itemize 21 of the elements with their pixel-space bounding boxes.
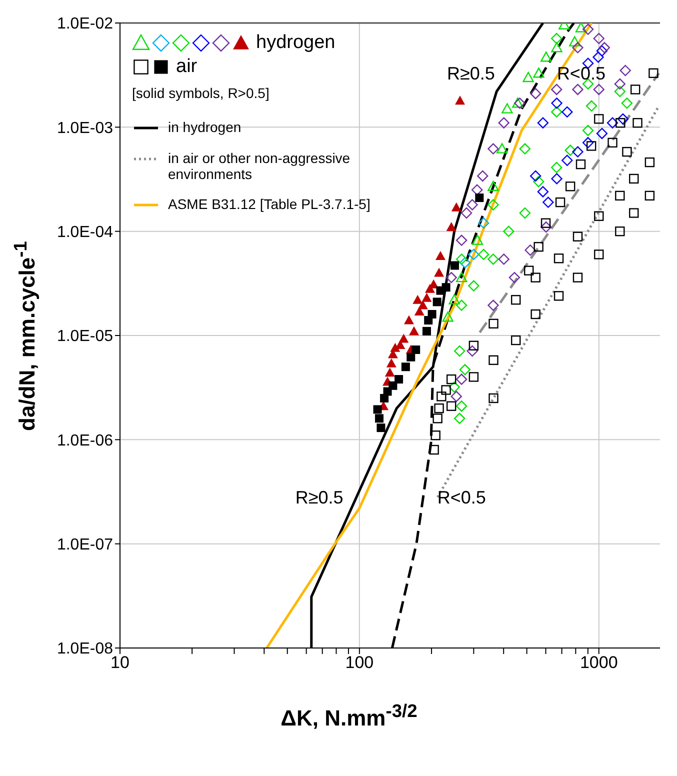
legend-label: air bbox=[176, 56, 198, 78]
x-axis-title: ΔK, N.mm$^{-3/2}$ bbox=[280, 700, 418, 732]
y-tick-label: 1.0E-02 bbox=[56, 16, 114, 33]
y-tick-label: 1.0E-06 bbox=[56, 432, 114, 450]
y-tick-label: 1.0E-07 bbox=[56, 536, 114, 554]
legend-label: in hydrogen bbox=[168, 119, 242, 135]
y-tick-label: 1.0E-05 bbox=[56, 328, 114, 346]
annotation: R<0.5 bbox=[556, 64, 606, 84]
annotation: R≥0.5 bbox=[295, 488, 344, 508]
legend-label: in air or other non-aggressive environments bbox=[168, 150, 352, 182]
y-tick-label: 1.0E-04 bbox=[56, 224, 114, 242]
annotation: R≥0.5 bbox=[447, 64, 495, 84]
legend-label: hydrogen bbox=[256, 32, 336, 54]
x-tick-label: 1000 bbox=[580, 653, 618, 672]
y-tick-label: 1.0E-08 bbox=[56, 640, 114, 658]
legend-label: ASME B31.12 [Table PL-3.7.1-5] bbox=[168, 196, 372, 212]
x-tick-label: 100 bbox=[345, 653, 374, 672]
y-tick-label: 1.0E-03 bbox=[56, 120, 114, 137]
x-tick-label: 10 bbox=[110, 653, 130, 672]
annotation: R<0.5 bbox=[437, 488, 486, 508]
annotation: [solid symbols, R>0.5] bbox=[132, 85, 270, 101]
